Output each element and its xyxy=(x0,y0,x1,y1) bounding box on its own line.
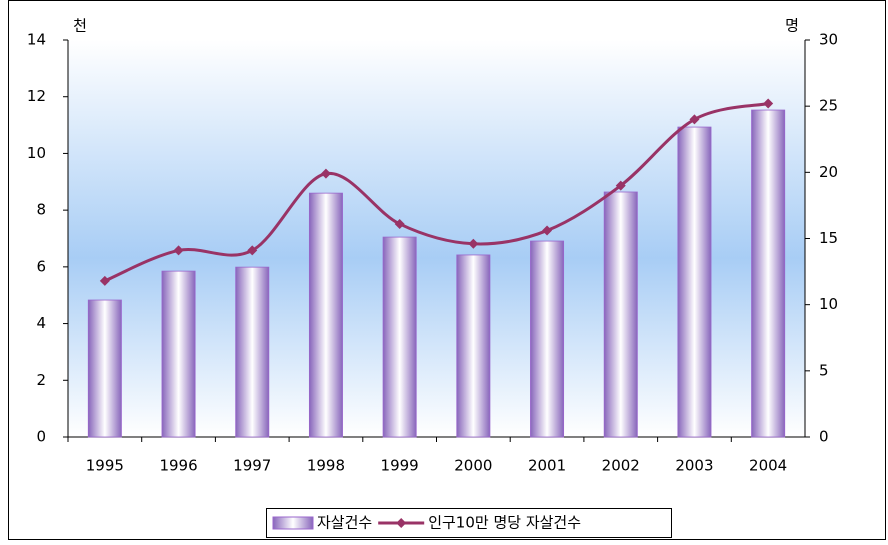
y-tick-label: 6 xyxy=(36,257,46,275)
y2-tick-label: 30 xyxy=(819,31,838,49)
y-tick-label: 2 xyxy=(36,371,46,389)
marker xyxy=(320,168,331,179)
bar xyxy=(751,109,786,438)
marker xyxy=(173,245,184,256)
legend xyxy=(266,508,672,538)
x-tick-label: 1996 xyxy=(159,457,197,475)
legend-swatch xyxy=(272,516,314,530)
y-axis-unit: 천 xyxy=(73,17,87,35)
x-tick-label: 2001 xyxy=(528,457,566,475)
bar xyxy=(308,192,343,438)
y-tick-label: 10 xyxy=(27,144,46,162)
x-tick-label: 2003 xyxy=(675,457,713,475)
legend-marker xyxy=(396,518,407,528)
marker xyxy=(99,275,110,286)
marker xyxy=(689,114,700,125)
y2-tick-label: 5 xyxy=(819,361,829,379)
x-tick-label: 1998 xyxy=(307,457,345,475)
bar xyxy=(677,126,712,438)
marker xyxy=(763,98,774,109)
y2-tick-label: 25 xyxy=(819,97,838,115)
x-tick-label: 1999 xyxy=(381,457,419,475)
y2-axis-unit: 명 xyxy=(785,17,799,35)
x-tick-label: 2002 xyxy=(602,457,640,475)
marker xyxy=(615,180,626,191)
legend-label: 인구10만 명당 자살건수 xyxy=(428,514,581,532)
y2-tick-label: 20 xyxy=(819,163,838,181)
y-tick-label: 12 xyxy=(27,87,46,105)
marker xyxy=(394,218,405,229)
bar xyxy=(530,240,565,438)
y2-tick-label: 0 xyxy=(819,428,829,446)
x-tick-label: 1997 xyxy=(233,457,271,475)
y2-tick-label: 10 xyxy=(819,295,838,313)
bar xyxy=(603,191,638,438)
y-tick-label: 8 xyxy=(36,201,46,219)
bar xyxy=(161,270,196,438)
y2-tick-label: 15 xyxy=(819,229,838,247)
y-tick-label: 4 xyxy=(36,314,46,332)
marker xyxy=(542,225,553,236)
bar xyxy=(382,236,417,438)
x-tick-label: 1995 xyxy=(86,457,124,475)
legend-label: 자살건수 xyxy=(317,514,372,532)
line xyxy=(104,102,769,283)
marker xyxy=(468,238,479,249)
y-tick-label: 0 xyxy=(36,428,46,446)
bar xyxy=(235,266,270,438)
bar xyxy=(456,254,491,438)
x-tick-label: 2000 xyxy=(454,457,492,475)
marker xyxy=(247,245,258,256)
bar xyxy=(87,299,122,438)
x-tick-label: 2004 xyxy=(749,457,787,475)
y-tick-label: 14 xyxy=(27,31,46,49)
